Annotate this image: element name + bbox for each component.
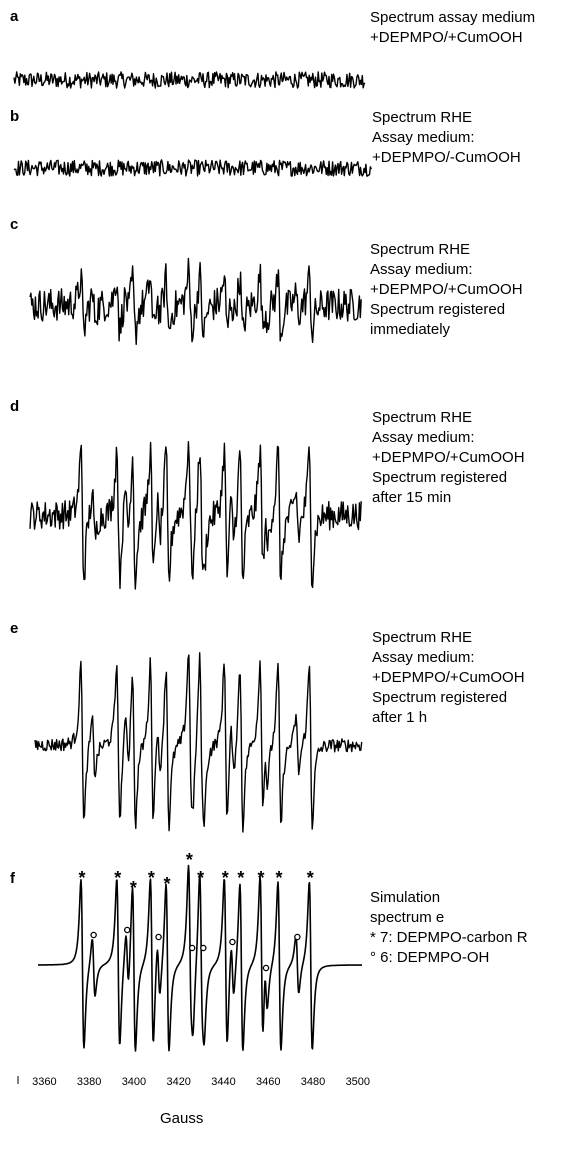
caption-f-line: * 7: DEPMPO-carbon R [370,929,528,946]
hydroxyl-adduct-marker [200,944,207,952]
caption-a-line: Spectrum assay medium [370,9,536,26]
hydroxyl-adduct-marker [188,944,196,952]
hydroxyl-adduct-marker [229,938,236,946]
caption-c-line: +DEPMPO/+CumOOH [370,281,523,298]
panel-letter-b: b [10,108,20,125]
x-tick-label: 3360 [32,1076,56,1088]
carbon-radical-marker: * [130,878,137,898]
panel-letter-f: f [10,870,15,887]
carbon-radical-marker: * [114,868,121,888]
caption-d-line: Spectrum registered [372,469,508,486]
caption-f-line: spectrum e [370,909,445,926]
x-tick-label: 3420 [166,1076,190,1088]
spectrum-trace-e [34,652,363,833]
hydroxyl-adduct-marker [294,933,301,941]
caption-e-line: after 1 h [372,709,428,726]
x-axis-title: Gauss [160,1110,204,1127]
spectrum-trace-a [13,71,366,89]
carbon-radical-marker: * [275,868,282,888]
caption-d-line: after 15 min [372,489,452,506]
caption-d-line: +DEPMPO/+CumOOH [372,449,525,466]
x-tick-label: 3400 [122,1076,146,1088]
caption-d-line: Spectrum RHE [372,409,473,426]
spectrum-trace-c [29,257,362,345]
carbon-radical-marker: * [258,868,265,888]
carbon-radical-marker: * [307,868,314,888]
hydroxyl-adduct-marker [123,926,131,934]
caption-e-line: Assay medium: [372,649,475,666]
carbon-radical-marker: * [222,868,229,888]
carbon-radical-marker: * [78,868,85,888]
caption-c-line: Spectrum RHE [370,241,471,258]
panel-letter-c: c [10,216,19,233]
caption-b: Spectrum RHE Assay medium: +DEPMPO/-CumO… [372,108,521,168]
caption-c-line: Assay medium: [370,261,473,278]
caption-b-line: Assay medium: [372,129,475,146]
caption-d: Spectrum RHE Assay medium: +DEPMPO/+CumO… [372,408,525,508]
caption-b-line: +DEPMPO/-CumOOH [372,149,521,166]
carbon-radical-marker: * [186,850,193,870]
carbon-radical-marker: * [164,874,171,894]
caption-f-line: ° 6: DEPMPO-OH [370,949,490,966]
hydroxyl-adduct-marker [155,933,162,941]
caption-e-line: Spectrum registered [372,689,508,706]
caption-e: Spectrum RHE Assay medium: +DEPMPO/+CumO… [372,628,525,728]
spectrum-trace-b [13,159,372,177]
panel-letter-d: d [10,398,20,415]
caption-e-line: Spectrum RHE [372,629,473,646]
caption-d-line: Assay medium: [372,429,475,446]
caption-a-line: +DEPMPO/+CumOOH [370,29,523,46]
caption-b-line: Spectrum RHE [372,109,473,126]
caption-f: Simulation spectrum e * 7: DEPMPO-carbon… [370,888,528,968]
caption-f-line: Simulation [370,889,441,906]
panel-letter-a: a [10,8,19,25]
caption-c-line: immediately [370,321,451,338]
carbon-radical-marker: * [148,868,155,888]
x-tick-label: 3380 [77,1076,101,1088]
spectrum-trace-f [37,864,363,1052]
x-tick-label: 3500 [346,1076,370,1088]
x-tick-label: 3440 [211,1076,235,1088]
x-tick-label: 3480 [301,1076,325,1088]
caption-c-line: Spectrum registered [370,301,506,318]
caption-e-line: +DEPMPO/+CumOOH [372,669,525,686]
hydroxyl-adduct-marker [262,964,270,972]
panel-letter-e: e [10,620,19,637]
spectrum-trace-d [29,441,362,590]
hydroxyl-adduct-marker [90,931,97,939]
carbon-radical-marker: * [197,868,204,888]
carbon-radical-marker: * [237,868,244,888]
caption-c: Spectrum RHE Assay medium: +DEPMPO/+CumO… [370,240,523,340]
x-tick-label: 3460 [256,1076,280,1088]
caption-a: Spectrum assay medium +DEPMPO/+CumOOH [370,8,535,48]
